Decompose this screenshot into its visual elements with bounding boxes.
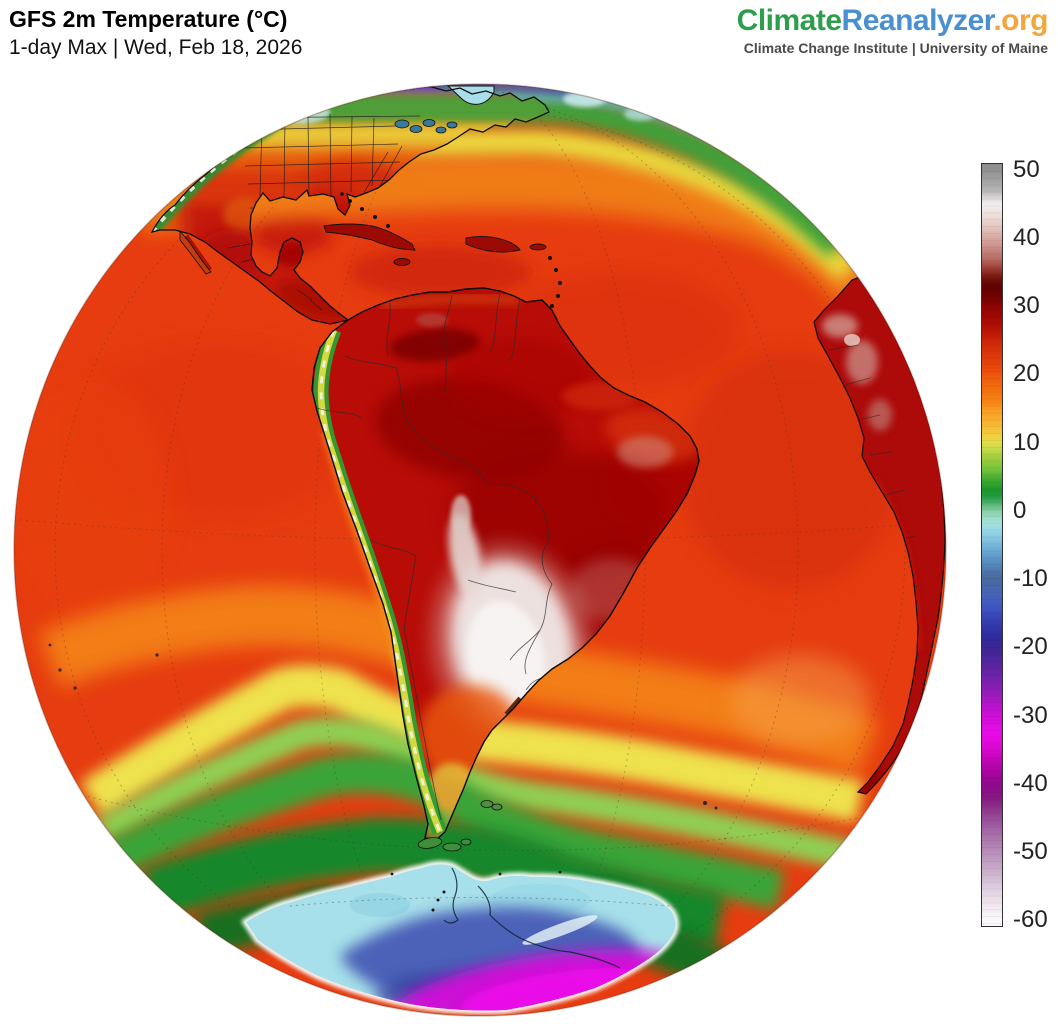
colorbar-tick-label: -50 [1013, 837, 1048, 865]
globe-rim [13, 83, 947, 1017]
site-branding: ClimateReanalyzer.org Climate Change Ins… [736, 4, 1049, 56]
colorbar-tick-label: -10 [1013, 565, 1048, 593]
colorbar-tick-label: 30 [1013, 292, 1040, 320]
south-america [311, 287, 700, 852]
south-america-borders [316, 293, 557, 821]
antarctica [246, 864, 693, 1024]
colorbar-tick-label: 10 [1013, 428, 1040, 456]
caribbean-islands [323, 192, 562, 320]
great-lakes [394, 119, 458, 134]
map-subtitle: 1-day Max | Wed, Feb 18, 2026 [9, 35, 303, 59]
colorbar-tick-label: 40 [1013, 224, 1040, 252]
climatereanalyzer-logo-link[interactable]: ClimateReanalyzer.org [736, 4, 1049, 37]
colorbar-tick-label: -40 [1013, 769, 1048, 797]
colorbar-tick-label: 20 [1013, 360, 1040, 388]
temperature-colorbar: 50 40 30 20 10 0 -10 -20 -30 -40 -50 -60 [981, 157, 1048, 932]
colorbar-tick-label: 0 [1013, 496, 1027, 524]
antarctic-island-dots [390, 870, 562, 912]
small-island-dots [48, 643, 718, 810]
logo-part-climate: Climate [736, 4, 842, 37]
map-header: GFS 2m Temperature (°C) 1-day Max | Wed,… [9, 5, 302, 61]
colorbar-tick-label: -30 [1013, 701, 1048, 729]
colorbar-ticks: 50 40 30 20 10 0 -10 -20 -30 -40 -50 -60 [981, 157, 1048, 931]
baja-california [179, 229, 212, 275]
logo-part-reanalyzer: Reanalyzer [841, 4, 994, 37]
colorbar-tick-label: -20 [1013, 633, 1048, 661]
rio-de-la-plata [504, 696, 522, 716]
tierra-del-fuego-islands [417, 837, 472, 852]
institute-tagline: Climate Change Institute | University of… [743, 40, 1048, 56]
colorbar-step-lines [982, 164, 1002, 926]
gulf-of-california [183, 234, 213, 272]
logo-part-org: .org [993, 4, 1048, 37]
falkland-islands [480, 800, 503, 811]
colorbar-tick-label: -60 [1013, 906, 1048, 934]
colorbar-tick-label: 50 [1013, 155, 1040, 183]
colorbar-gradient [981, 163, 1003, 927]
map-title: GFS 2m Temperature (°C) [9, 6, 288, 32]
